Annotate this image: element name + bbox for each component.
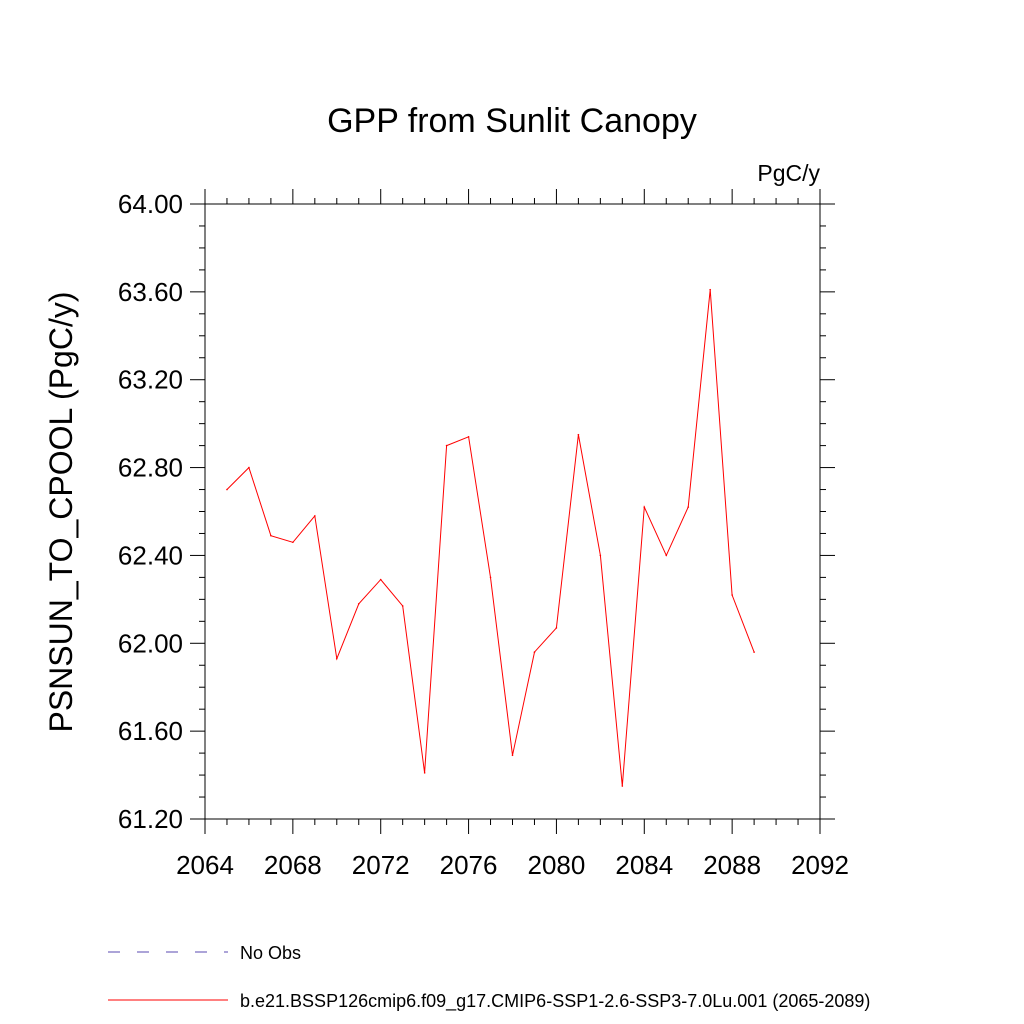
legend-label: No Obs	[240, 943, 301, 963]
data-point	[467, 436, 470, 438]
chart-title: GPP from Sunlit Canopy	[327, 102, 697, 140]
data-point	[621, 785, 624, 787]
data-point	[335, 657, 338, 660]
y-tick-label: 63.60	[118, 277, 183, 307]
data-point	[226, 488, 228, 491]
plot-frame	[204, 203, 821, 820]
x-tick-label: 2072	[352, 850, 410, 880]
y-tick-label: 64.00	[118, 189, 183, 219]
y-tick-label: 62.40	[118, 540, 183, 570]
series-line	[226, 289, 755, 787]
y-tick-label: 63.20	[118, 365, 183, 395]
units-label: PgC/y	[757, 160, 820, 186]
data-point	[687, 506, 690, 508]
data-point	[577, 433, 580, 436]
x-tick-label: 2084	[615, 850, 673, 880]
legend-label: b.e21.BSSP126cmip6.f09_g17.CMIP6-SSP1-2.…	[240, 991, 870, 1012]
y-axis: 61.20 61.60 62.00 62.40 62.80 63.20 63.60 64.00	[118, 189, 835, 834]
x-tick-label: 2080	[528, 850, 586, 880]
data-point	[643, 506, 646, 508]
data-point	[357, 602, 360, 605]
data-point	[248, 466, 250, 469]
legend: No Obs b.e21.BSSP126cmip6.f09_g17.CMIP6-S…	[108, 943, 870, 1012]
x-tick-label: 2092	[791, 850, 849, 880]
data-point	[489, 576, 492, 579]
data-point	[445, 444, 448, 447]
data-point	[555, 627, 558, 629]
data-point	[709, 288, 711, 291]
data-point	[270, 534, 272, 537]
data-point	[511, 754, 514, 757]
data-point	[753, 651, 755, 653]
data-point	[292, 541, 294, 544]
x-tick-label: 2088	[703, 850, 761, 880]
data-point	[423, 772, 426, 774]
y-axis-label: PSNSUN_TO_CPOOL (PgC/y)	[43, 292, 79, 733]
series-layer	[226, 288, 755, 787]
data-point	[379, 578, 382, 581]
data-point	[533, 651, 536, 653]
x-tick-label: 2068	[264, 850, 322, 880]
data-point	[401, 605, 404, 607]
y-tick-label: 61.20	[118, 804, 183, 834]
data-point	[599, 554, 602, 557]
y-tick-label: 61.60	[118, 716, 183, 746]
x-tick-label: 2064	[176, 850, 234, 880]
y-tick-label: 62.00	[118, 628, 183, 658]
x-tick-label: 2076	[440, 850, 498, 880]
data-point	[665, 554, 668, 557]
data-point	[731, 594, 733, 596]
data-point	[314, 515, 316, 517]
y-tick-label: 62.80	[118, 453, 183, 483]
x-axis: 2064 2068 2072 2076 2080 2084 2088 2092	[176, 189, 849, 880]
